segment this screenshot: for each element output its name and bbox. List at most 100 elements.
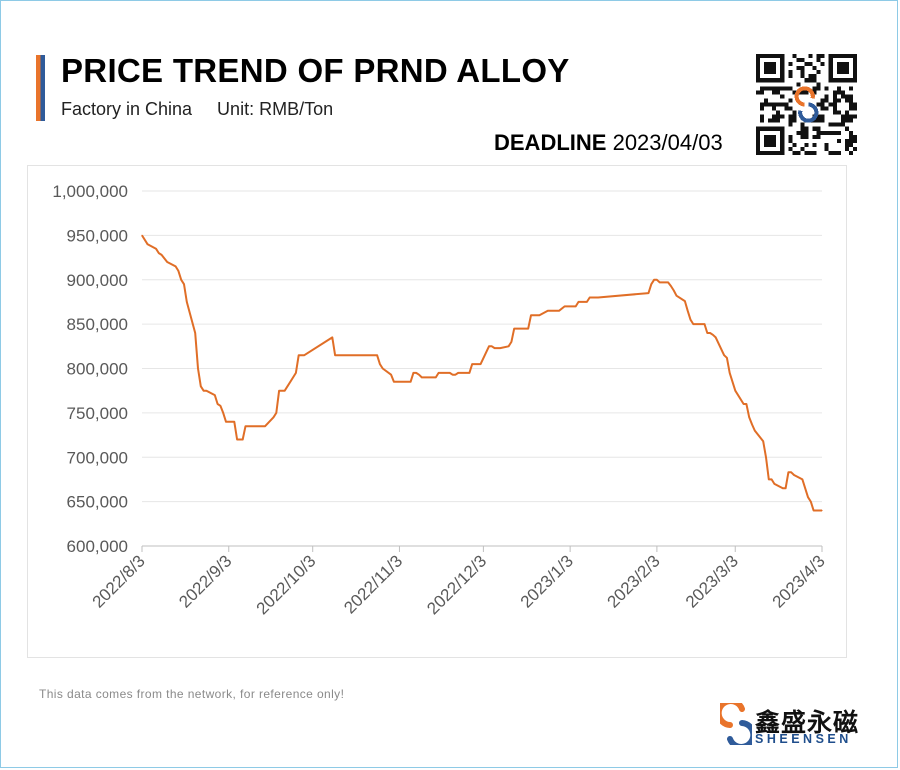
- data-point: [801, 478, 804, 481]
- disclaimer-note: This data comes from the network, for re…: [39, 687, 345, 701]
- chart-panel: 1,000,000 950,000 900,000 850,000 800,000 750…: [27, 165, 847, 658]
- data-point: [295, 372, 297, 374]
- data-point: [158, 252, 160, 254]
- data-point: [656, 279, 658, 281]
- data-point: [743, 403, 745, 405]
- price-line-chart: 1,000,000 950,000 900,000 850,000 800,000 750…: [52, 182, 828, 618]
- brand-name-chinese: 鑫盛永磁: [755, 708, 860, 737]
- data-point: [432, 376, 434, 378]
- data-point: [197, 367, 199, 370]
- y-tick-label: 600,000: [67, 537, 128, 556]
- data-point: [653, 279, 655, 281]
- data-point: [298, 354, 300, 356]
- data-point: [586, 301, 588, 303]
- data-point: [376, 354, 378, 356]
- data-point: [174, 265, 177, 268]
- data-point: [558, 310, 560, 312]
- data-point: [813, 509, 815, 512]
- data-point: [659, 281, 661, 284]
- data-point: [538, 314, 540, 316]
- data-point: [563, 305, 566, 307]
- deadline: DEADLINE 2023/04/03: [494, 130, 723, 156]
- data-point: [160, 254, 163, 256]
- title-accent-bar: [36, 55, 45, 121]
- price-series-line: [141, 234, 822, 512]
- data-point: [393, 381, 395, 383]
- data-point: [762, 440, 764, 442]
- x-tick-label: 2022/10/3: [253, 551, 320, 618]
- data-point: [454, 374, 457, 376]
- data-point: [141, 234, 143, 236]
- data-point: [771, 478, 773, 481]
- data-point: [715, 336, 717, 339]
- x-tick-label: 2022/9/3: [175, 551, 235, 611]
- data-point: [491, 345, 493, 347]
- x-tick-label: 2022/11/3: [340, 551, 406, 617]
- data-point: [787, 471, 790, 473]
- data-point: [647, 292, 650, 294]
- data-point: [303, 354, 305, 356]
- data-point: [356, 354, 359, 356]
- data-point: [272, 416, 275, 418]
- data-point: [687, 310, 689, 312]
- data-point: [507, 345, 510, 347]
- data-point: [242, 438, 244, 441]
- data-point: [745, 403, 748, 405]
- data-point: [183, 283, 185, 285]
- data-point: [748, 416, 750, 418]
- data-point: [177, 270, 179, 272]
- data-point: [821, 509, 823, 512]
- data-point: [421, 376, 423, 378]
- data-point: [219, 405, 221, 407]
- data-point: [723, 354, 725, 356]
- data-point: [200, 385, 202, 387]
- data-point: [790, 471, 792, 473]
- data-point: [689, 319, 692, 321]
- data-point: [513, 327, 515, 330]
- data-point: [186, 301, 188, 303]
- data-point: [418, 374, 420, 376]
- data-point: [449, 372, 451, 374]
- data-point: [438, 372, 440, 374]
- data-point: [499, 347, 501, 349]
- data-point: [410, 381, 412, 383]
- data-point: [577, 301, 580, 303]
- data-point: [589, 296, 591, 299]
- data-point: [530, 314, 532, 316]
- x-tick-label: 2023/3/3: [682, 551, 742, 611]
- data-point: [754, 430, 756, 432]
- y-tick-label: 850,000: [67, 315, 128, 334]
- y-tick-label: 800,000: [67, 360, 128, 379]
- data-point: [401, 381, 403, 383]
- data-point: [412, 372, 415, 374]
- data-point: [650, 283, 652, 285]
- data-point: [205, 390, 207, 392]
- data-point: [510, 341, 512, 343]
- qr-code-icon[interactable]: [756, 54, 857, 155]
- data-point: [244, 425, 247, 427]
- data-point: [452, 374, 454, 376]
- data-point: [729, 372, 731, 374]
- data-point: [706, 332, 708, 334]
- x-tick-label: 2023/1/3: [517, 551, 577, 611]
- data-point: [488, 345, 490, 347]
- data-point: [480, 363, 482, 365]
- data-point: [334, 354, 336, 356]
- data-point: [765, 456, 767, 458]
- data-point: [751, 423, 753, 426]
- data-point: [782, 487, 784, 489]
- data-point: [673, 289, 675, 291]
- data-point: [731, 381, 734, 383]
- y-tick-label: 700,000: [67, 448, 128, 467]
- brand-name-english: SHEENSEN: [755, 732, 852, 746]
- data-point: [180, 279, 182, 281]
- data-point: [275, 412, 277, 414]
- y-tick-label: 650,000: [67, 493, 128, 512]
- data-point: [166, 261, 168, 263]
- data-point: [703, 323, 706, 325]
- data-point: [547, 310, 549, 312]
- x-tick-label: 2023/2/3: [603, 551, 663, 611]
- sheensen-logo-icon[interactable]: [720, 703, 752, 745]
- data-point: [773, 483, 776, 485]
